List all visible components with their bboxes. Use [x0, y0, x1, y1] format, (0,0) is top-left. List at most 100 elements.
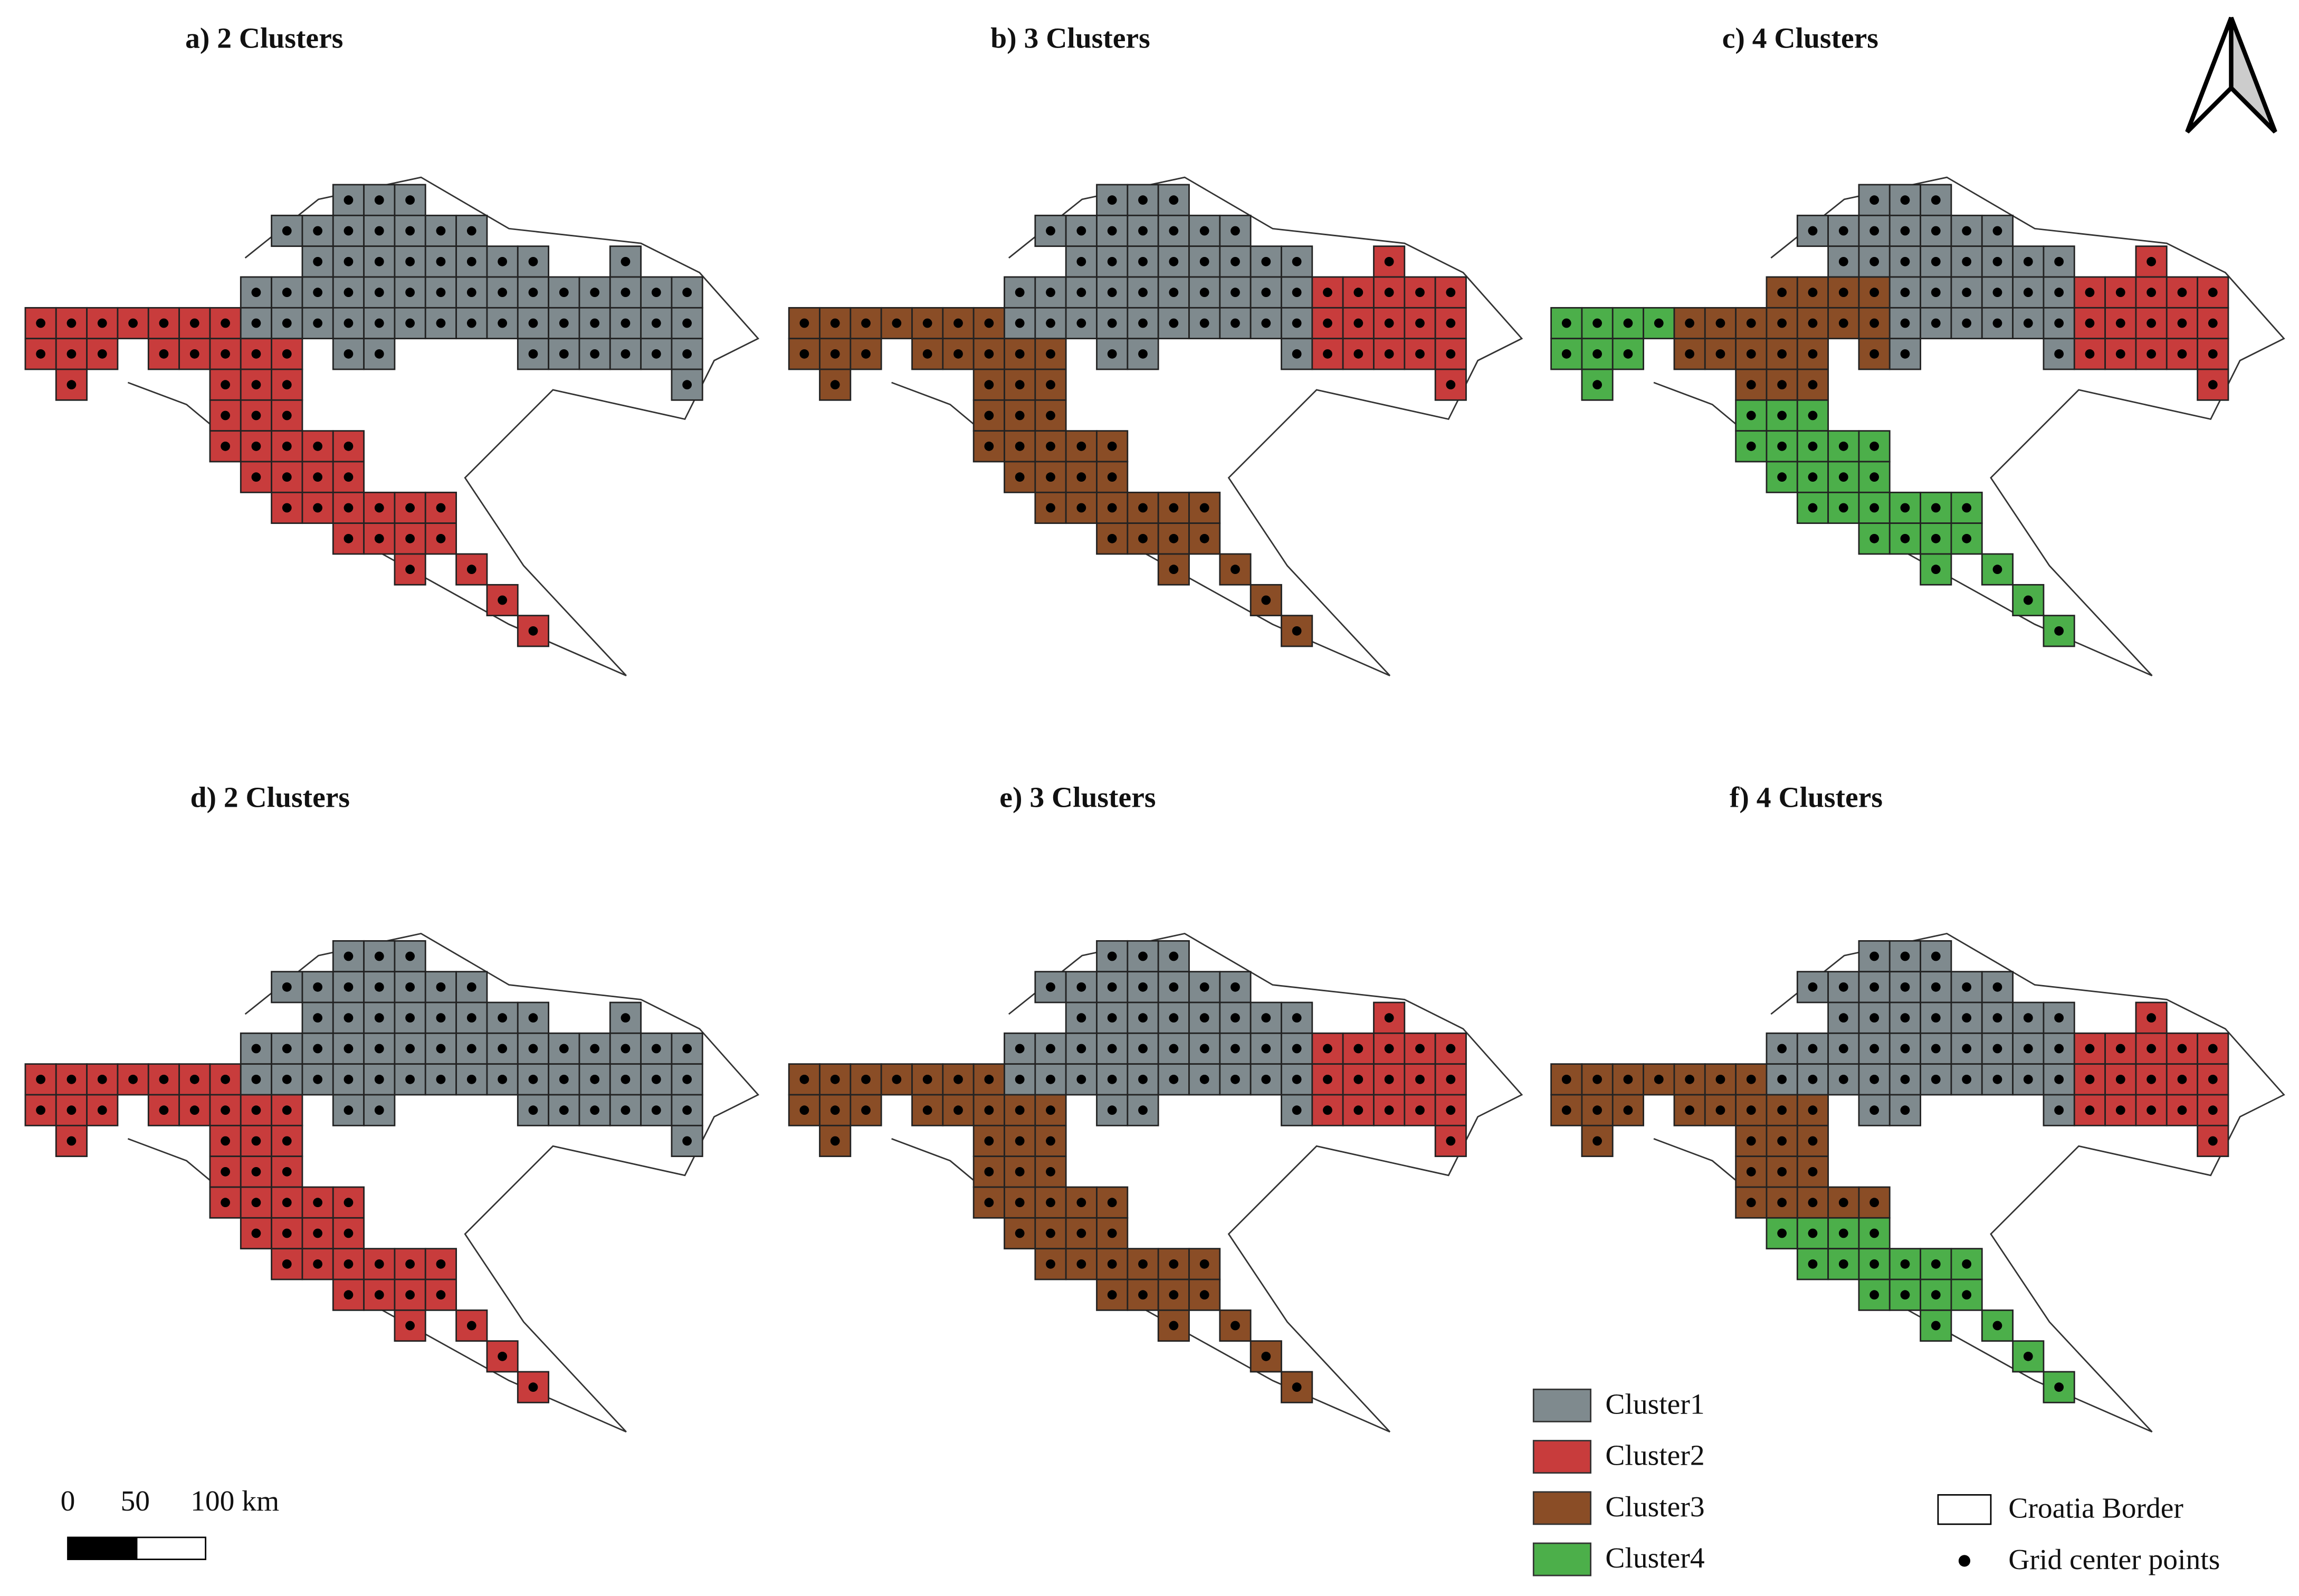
grid-center-point [1623, 349, 1633, 359]
grid-center-point [528, 349, 538, 359]
grid-center-point [1076, 1044, 1086, 1054]
grid-center-point [1992, 982, 2002, 992]
grid-center-point [436, 1290, 446, 1300]
grid-center-point [1138, 533, 1148, 543]
grid-center-point [1107, 256, 1117, 266]
grid-center-point [1353, 288, 1363, 298]
grid-center-point [861, 1105, 871, 1115]
panel-title: f) 4 Clusters [1730, 781, 1883, 814]
grid-center-point [374, 349, 384, 359]
grid-cell [1858, 430, 1891, 463]
grid-center-point [1900, 256, 1910, 266]
grid-center-point [1138, 951, 1148, 961]
grid-center-point [313, 441, 322, 451]
grid-center-point [1838, 472, 1848, 482]
grid-cell [1096, 1248, 1129, 1280]
grid-center-point [189, 1074, 199, 1084]
grid-center-point [1869, 349, 1880, 359]
grid-center-point [1323, 288, 1332, 298]
grid-center-point [1869, 195, 1880, 205]
grid-cell [1796, 214, 1829, 247]
grid-center-point [282, 349, 292, 359]
grid-center-point [651, 288, 661, 298]
grid-center-point [1107, 195, 1117, 205]
grid-center-point [1138, 318, 1148, 328]
grid-center-point [1808, 982, 1818, 992]
grid-center-point [1046, 226, 1055, 236]
grid-center-point [221, 318, 230, 328]
grid-center-point [1138, 1044, 1148, 1054]
grid-center-point [1746, 1198, 1756, 1208]
grid-center-point [66, 1136, 77, 1146]
grid-center-point [2208, 349, 2218, 359]
grid-center-point [405, 195, 415, 205]
grid-center-point [1138, 1074, 1148, 1084]
grid-center-point [1261, 256, 1271, 266]
grid-center-point [374, 982, 384, 992]
grid-center-point [1230, 1321, 1240, 1331]
grid-center-point [984, 318, 994, 328]
grid-center-point [1685, 1074, 1695, 1084]
grid-center-point [1199, 533, 1209, 543]
grid-center-point [1138, 982, 1148, 992]
grid-center-point [1292, 1013, 1302, 1023]
grid-center-point [1261, 1013, 1271, 1023]
grid-center-point [1931, 1013, 1941, 1023]
scale-label: 0 [61, 1485, 75, 1517]
grid-center-point [621, 256, 631, 266]
grid-center-point [2177, 1044, 2187, 1054]
grid-center-point [66, 1105, 77, 1115]
grid-center-point [405, 533, 415, 543]
grid-center-point [1869, 441, 1880, 451]
grid-center-point [2115, 1105, 2125, 1115]
grid-center-point [1931, 951, 1941, 961]
grid-center-point [1808, 1074, 1818, 1084]
grid-center-point [1384, 1074, 1394, 1084]
grid-center-point [1623, 1074, 1633, 1084]
grid-center-point [1015, 1074, 1025, 1084]
grid-cell [486, 1063, 519, 1096]
grid-center-point [1046, 349, 1055, 359]
grid-center-point [1931, 1044, 1941, 1054]
grid-center-point [1869, 503, 1880, 513]
grid-center-point [1230, 226, 1240, 236]
grid-center-point [282, 318, 292, 328]
grid-center-point [1962, 1013, 1972, 1023]
grid-center-point [1900, 503, 1910, 513]
grid-center-point [984, 1074, 994, 1084]
grid-center-point [682, 380, 692, 390]
grid-center-point [1015, 441, 1025, 451]
grid-center-point [1261, 595, 1271, 605]
grid-center-point [651, 1105, 661, 1115]
grid-center-point [2177, 318, 2187, 328]
scale-label: 100 km [190, 1485, 279, 1517]
grid-center-point [1138, 1013, 1148, 1023]
grid-center-point [1446, 380, 1456, 390]
grid-center-point [1292, 1044, 1302, 1054]
legend-label: Cluster3 [1605, 1490, 1704, 1523]
grid-center-point [1446, 349, 1456, 359]
grid-center-point [1900, 1259, 1910, 1269]
grid-center-point [1261, 318, 1271, 328]
grid-center-point [1353, 1044, 1363, 1054]
legend: Croatia Border Grid center points Cluste… [1532, 1388, 2220, 1576]
grid-center-point [1107, 349, 1117, 359]
grid-cell [1065, 461, 1098, 493]
grid-center-point [1230, 982, 1240, 992]
grid-center-point [651, 318, 661, 328]
grid-center-point [1838, 1259, 1848, 1269]
grid-center-point [1169, 1044, 1179, 1054]
grid-center-point [1962, 256, 1972, 266]
grid-center-point [1046, 318, 1055, 328]
grid-center-point [1931, 288, 1941, 298]
grid-center-point [97, 318, 107, 328]
grid-center-point [1169, 503, 1179, 513]
grid-center-point [590, 1044, 599, 1054]
grid-center-point [251, 410, 261, 420]
grid-center-point [621, 1074, 631, 1084]
grid-center-point [1076, 1198, 1086, 1208]
grid-center-point [1992, 318, 2002, 328]
grid-center-point [466, 565, 476, 575]
panel-title: d) 2 Clusters [190, 781, 350, 814]
grid-center-point [251, 472, 261, 482]
